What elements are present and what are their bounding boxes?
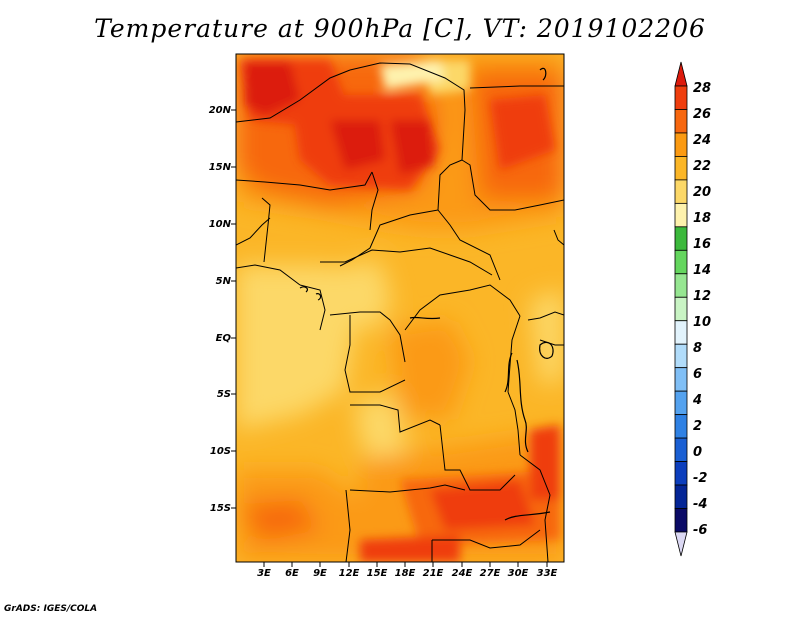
colorbar-box [674,179,688,204]
colorbar-box [674,296,688,322]
lat-label-10s: 10S [210,446,231,457]
colorbar-label-22: 22 [693,159,711,174]
colorbar-box [674,461,688,486]
lon-label-30e: 30E [508,568,529,579]
colorbar-label-4: 4 [692,393,702,408]
temperature-field [236,54,564,562]
lon-label-15e: 15E [367,568,388,579]
colorbar-label-10: 10 [693,315,711,330]
colorbar-label-minus4: -4 [693,497,707,512]
colorbar-label-18: 18 [693,211,711,226]
lat-label-15s: 15S [210,503,231,514]
colorbar-box [674,109,688,134]
colorbar-label-2: 2 [693,419,702,434]
colorbar-top-triangle [674,61,688,87]
lakes [299,67,554,521]
lon-label-33e: 33E [537,568,558,579]
colorbar-box [674,273,688,298]
colorbar-box [674,156,688,181]
colorbar-bottom-triangle [674,531,688,557]
longitude-labels: 3E 6E 9E 12E 15E 18E 21E 24E 27E 30E 33E [257,568,557,579]
lon-label-6e: 6E [285,568,299,579]
colorbar-box [674,343,688,369]
colorbar-label-minus2: -2 [693,471,707,486]
lon-label-24e: 24E [452,568,473,579]
colorbar-label-6: 6 [693,367,702,382]
lon-label-3e: 3E [257,568,271,579]
lon-label-21e: 21E [423,568,444,579]
colorbar-label-20: 20 [693,185,711,200]
colorbar-box [674,226,688,251]
colorbar-box [674,249,688,275]
colorbar-box [674,85,688,110]
colorbar-label-0: 0 [693,445,702,460]
lat-label-20n: 20N [209,105,232,116]
colorbar-label-14: 14 [693,263,711,278]
lat-label-eq: EQ [216,333,232,344]
colorbar-boxes [674,61,688,557]
colorbar-label-16: 16 [693,237,711,252]
colorbar-box [674,390,688,416]
colorbar-box [674,202,688,228]
colorbar-box [674,320,688,345]
colorbar-box [674,484,688,509]
colorbar-labels: 28 26 24 22 20 18 16 14 12 10 8 6 4 2 0 … [692,81,711,538]
colorbar: 28 26 24 22 20 18 16 14 12 10 8 6 4 2 0 … [674,61,711,557]
lat-label-5n: 5N [216,276,232,287]
colorbar-label-minus6: -6 [693,523,707,538]
lat-label-5s: 5S [217,389,231,400]
colorbar-box [674,132,688,157]
lon-label-9e: 9E [313,568,327,579]
lon-label-27e: 27E [480,568,501,579]
map-title: Temperature at 900hPa [C], VT: 201910220… [94,14,706,43]
colorbar-label-28: 28 [693,81,711,96]
lon-label-18e: 18E [395,568,416,579]
colorbar-label-26: 26 [693,107,711,122]
country-borders [236,62,564,562]
colorbar-box [674,367,688,392]
colorbar-label-12: 12 [693,289,711,304]
colorbar-label-24: 24 [693,133,711,148]
grads-credit: GrADS: IGES/COLA [4,604,98,614]
colorbar-label-8: 8 [693,341,702,356]
lon-label-12e: 12E [339,568,360,579]
map-frame [235,53,565,563]
colorbar-box [674,508,688,533]
colorbar-box [674,437,688,462]
lat-label-15n: 15N [209,162,232,173]
lat-label-10n: 10N [209,219,232,230]
colorbar-box [674,414,688,439]
latitude-labels: 20N 15N 10N 5N EQ 5S 10S 15S [209,105,232,514]
axis-ticks [231,109,548,567]
